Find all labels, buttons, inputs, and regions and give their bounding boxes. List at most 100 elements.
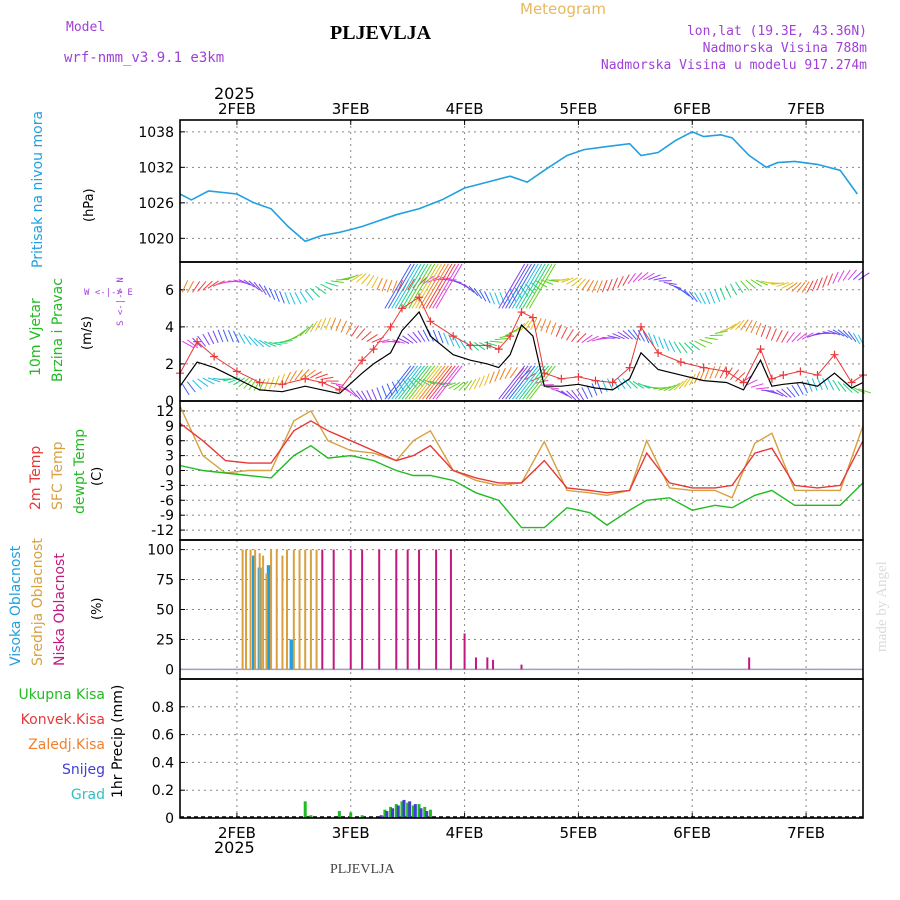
wind-arrow (187, 381, 196, 393)
wind-arrow (601, 279, 608, 293)
wind-arrow (827, 273, 834, 286)
y-tick-label: -9 (160, 508, 174, 524)
wind-arrow (381, 385, 388, 398)
wind-arrow (402, 335, 414, 344)
wind-arrow (258, 283, 267, 296)
precip-bar (411, 805, 415, 818)
wind-arrow (627, 329, 637, 340)
precip-bar (385, 811, 389, 818)
wind-arrow (398, 365, 425, 400)
wind-arrow (207, 280, 219, 289)
y-tick-label: 4 (165, 320, 174, 336)
wind-arrow (606, 278, 613, 292)
cloud-bar (349, 549, 352, 670)
cloud-bar (266, 565, 271, 670)
cloud-bar (275, 549, 278, 670)
wind-arrow (689, 291, 698, 303)
cloud-bar (315, 549, 318, 670)
wind-arrow (663, 384, 676, 392)
wind-arrow (704, 291, 711, 305)
y-tick-label: 1020 (138, 231, 174, 247)
wind-arrow (448, 382, 461, 390)
wind-arrow (212, 280, 225, 287)
wind-arrow (714, 289, 721, 302)
wind-arrow (755, 322, 762, 336)
wind-arrow (832, 271, 839, 284)
precip-bar (349, 812, 353, 818)
wind-arrow (263, 378, 270, 391)
precip-bar (394, 804, 398, 818)
wind-arrow (576, 388, 585, 401)
wind-arrow (371, 388, 378, 402)
wind-arrow (817, 277, 823, 290)
wind-arrow (404, 263, 432, 309)
wind-arrow (508, 263, 536, 309)
wind-arrow (315, 318, 322, 331)
lonlat-label: lon,lat (19.3E, 43.36N) (686, 24, 867, 39)
wind-arrow (566, 277, 579, 285)
wind-arrow (622, 330, 633, 340)
wind-arrow (473, 287, 483, 300)
wind-arrow (289, 292, 296, 305)
wind-arrow (858, 388, 871, 394)
wind-arrow (269, 341, 283, 346)
y-tick-label: -12 (151, 523, 174, 539)
y-tick-label: 75 (156, 573, 174, 589)
wind-arrow (689, 341, 701, 351)
wind-arrow (453, 381, 465, 391)
wind-arrow (653, 276, 667, 281)
precip-bar (337, 811, 341, 818)
wind-arrow (412, 331, 422, 343)
wind-arrow (192, 379, 203, 390)
wind-arrow (212, 330, 219, 343)
model-name: wrf-nmm_v3.9.1 e3km (64, 50, 225, 66)
wind-arrow (643, 272, 655, 281)
wind-arrow (555, 324, 562, 337)
wind-arrow (518, 263, 546, 309)
wind-arrow (632, 380, 645, 389)
y-tick-label: 0.4 (152, 755, 174, 771)
wind-arrow (320, 317, 327, 331)
wind-arrow (181, 383, 190, 396)
wind-arrow (760, 324, 767, 338)
wind-arrow (663, 281, 677, 285)
cloud-bar (241, 549, 244, 670)
wind-arrow (525, 365, 553, 400)
wind-arrow (391, 280, 398, 293)
wind-arrow (304, 289, 314, 301)
wind-arrow (366, 275, 375, 287)
wind-arrow (771, 390, 784, 397)
wind-arrow (197, 378, 209, 387)
wind-arrow (186, 280, 194, 293)
cloud-bar (265, 573, 268, 670)
wind-arrow (612, 377, 620, 390)
wind-arrow (822, 377, 829, 391)
wind-arrow (207, 331, 215, 345)
wind-arrow (238, 332, 246, 345)
wind-arrow (606, 378, 614, 391)
wind-arrow (428, 365, 456, 400)
cloud-bar (304, 549, 307, 670)
pressure-line (179, 130, 858, 243)
wind-arrow (561, 277, 574, 283)
wind-arrow (683, 289, 694, 300)
wind-arrow (832, 379, 841, 392)
wind-arrow (484, 373, 490, 386)
y-tick-label: 1026 (138, 196, 174, 212)
y-tick-label: 1032 (138, 160, 174, 176)
year-bottom: 2025 (214, 838, 255, 857)
cloud-bar (418, 549, 421, 670)
wind-arrow (356, 328, 366, 339)
y-tick-label: 1038 (138, 125, 174, 141)
wind-arrow (648, 274, 661, 281)
wind-arrow (837, 270, 845, 283)
wind-arrow (704, 367, 710, 380)
wind-arrow (422, 263, 449, 309)
wind-arrow (268, 287, 276, 300)
wind-arrow (786, 282, 798, 291)
wind-arrow (340, 320, 347, 333)
y-tick-label: 25 (156, 632, 174, 648)
wind-arrow (366, 390, 373, 403)
wind-arrow (233, 377, 245, 386)
y-tick-label: 9 (165, 419, 174, 435)
